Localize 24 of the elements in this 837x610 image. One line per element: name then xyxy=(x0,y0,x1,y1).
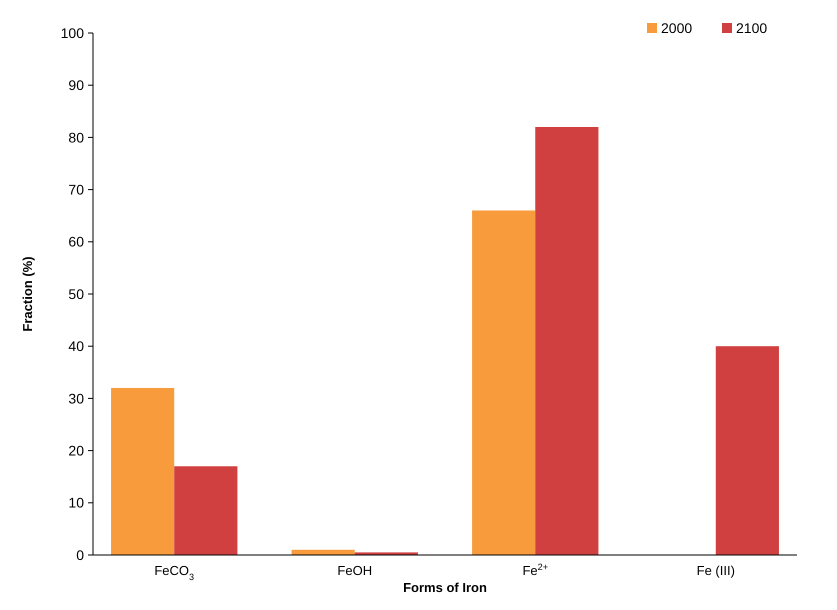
y-axis-title: Fraction (%) xyxy=(20,256,35,332)
y-tick-label: 30 xyxy=(68,390,84,406)
x-tick-label: FeCO$_{3}$ xyxy=(154,563,194,582)
bar xyxy=(174,466,238,555)
legend-label: 2100 xyxy=(736,20,768,36)
y-tick-label: 70 xyxy=(68,182,84,198)
bar xyxy=(716,346,779,555)
y-tick-label: 60 xyxy=(68,234,84,250)
y-tick-label: 40 xyxy=(68,338,84,354)
y-tick-label: 0 xyxy=(76,546,84,563)
bar xyxy=(535,126,598,555)
y-tick-label: 100 xyxy=(60,24,84,41)
x-tick-label: Fe (III) xyxy=(696,563,735,578)
legend-label: 2000 xyxy=(661,20,692,36)
y-tick-label: 20 xyxy=(68,442,84,458)
bar xyxy=(111,388,174,555)
y-tick-label: 10 xyxy=(68,494,84,511)
y-tick-label: 50 xyxy=(68,286,84,302)
x-tick-label: Fe$^{2+}$ xyxy=(522,562,548,578)
bar xyxy=(472,210,536,555)
y-tick-label: 90 xyxy=(68,77,84,94)
x-tick-label: FeOH xyxy=(337,563,372,578)
x-axis-title: Forms of Iron xyxy=(403,580,487,595)
y-tick-label: 80 xyxy=(68,129,84,146)
